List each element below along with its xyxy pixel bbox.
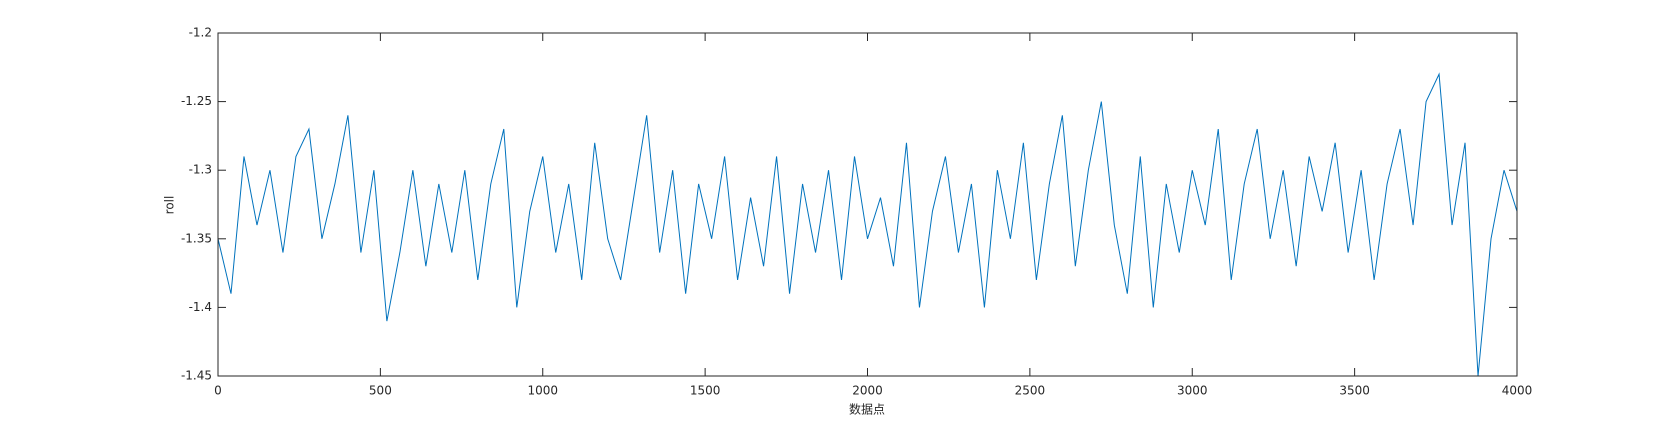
x-tick-label: 3500 (1339, 384, 1370, 398)
x-tick-label: 2500 (1015, 384, 1046, 398)
x-tick-label: 2000 (852, 384, 883, 398)
y-tick-label: -1.35 (181, 231, 212, 245)
x-tick-label: 4000 (1502, 384, 1533, 398)
y-axis-label: roll (163, 196, 177, 215)
x-tick-label: 0 (214, 384, 222, 398)
data-line (217, 72, 1518, 377)
y-tick-label: -1.2 (189, 26, 212, 40)
x-tick-label: 500 (369, 384, 392, 398)
x-tick-label: 1000 (527, 384, 558, 398)
x-tick-label: 1500 (690, 384, 721, 398)
x-tick-label: 3000 (1177, 384, 1208, 398)
y-tick-label: -1.25 (181, 94, 212, 108)
y-tick-label: -1.4 (189, 300, 212, 314)
y-tick-label: -1.3 (189, 163, 212, 177)
x-axis-label: 数据点 (849, 402, 885, 417)
y-tick-label: -1.45 (181, 369, 212, 383)
